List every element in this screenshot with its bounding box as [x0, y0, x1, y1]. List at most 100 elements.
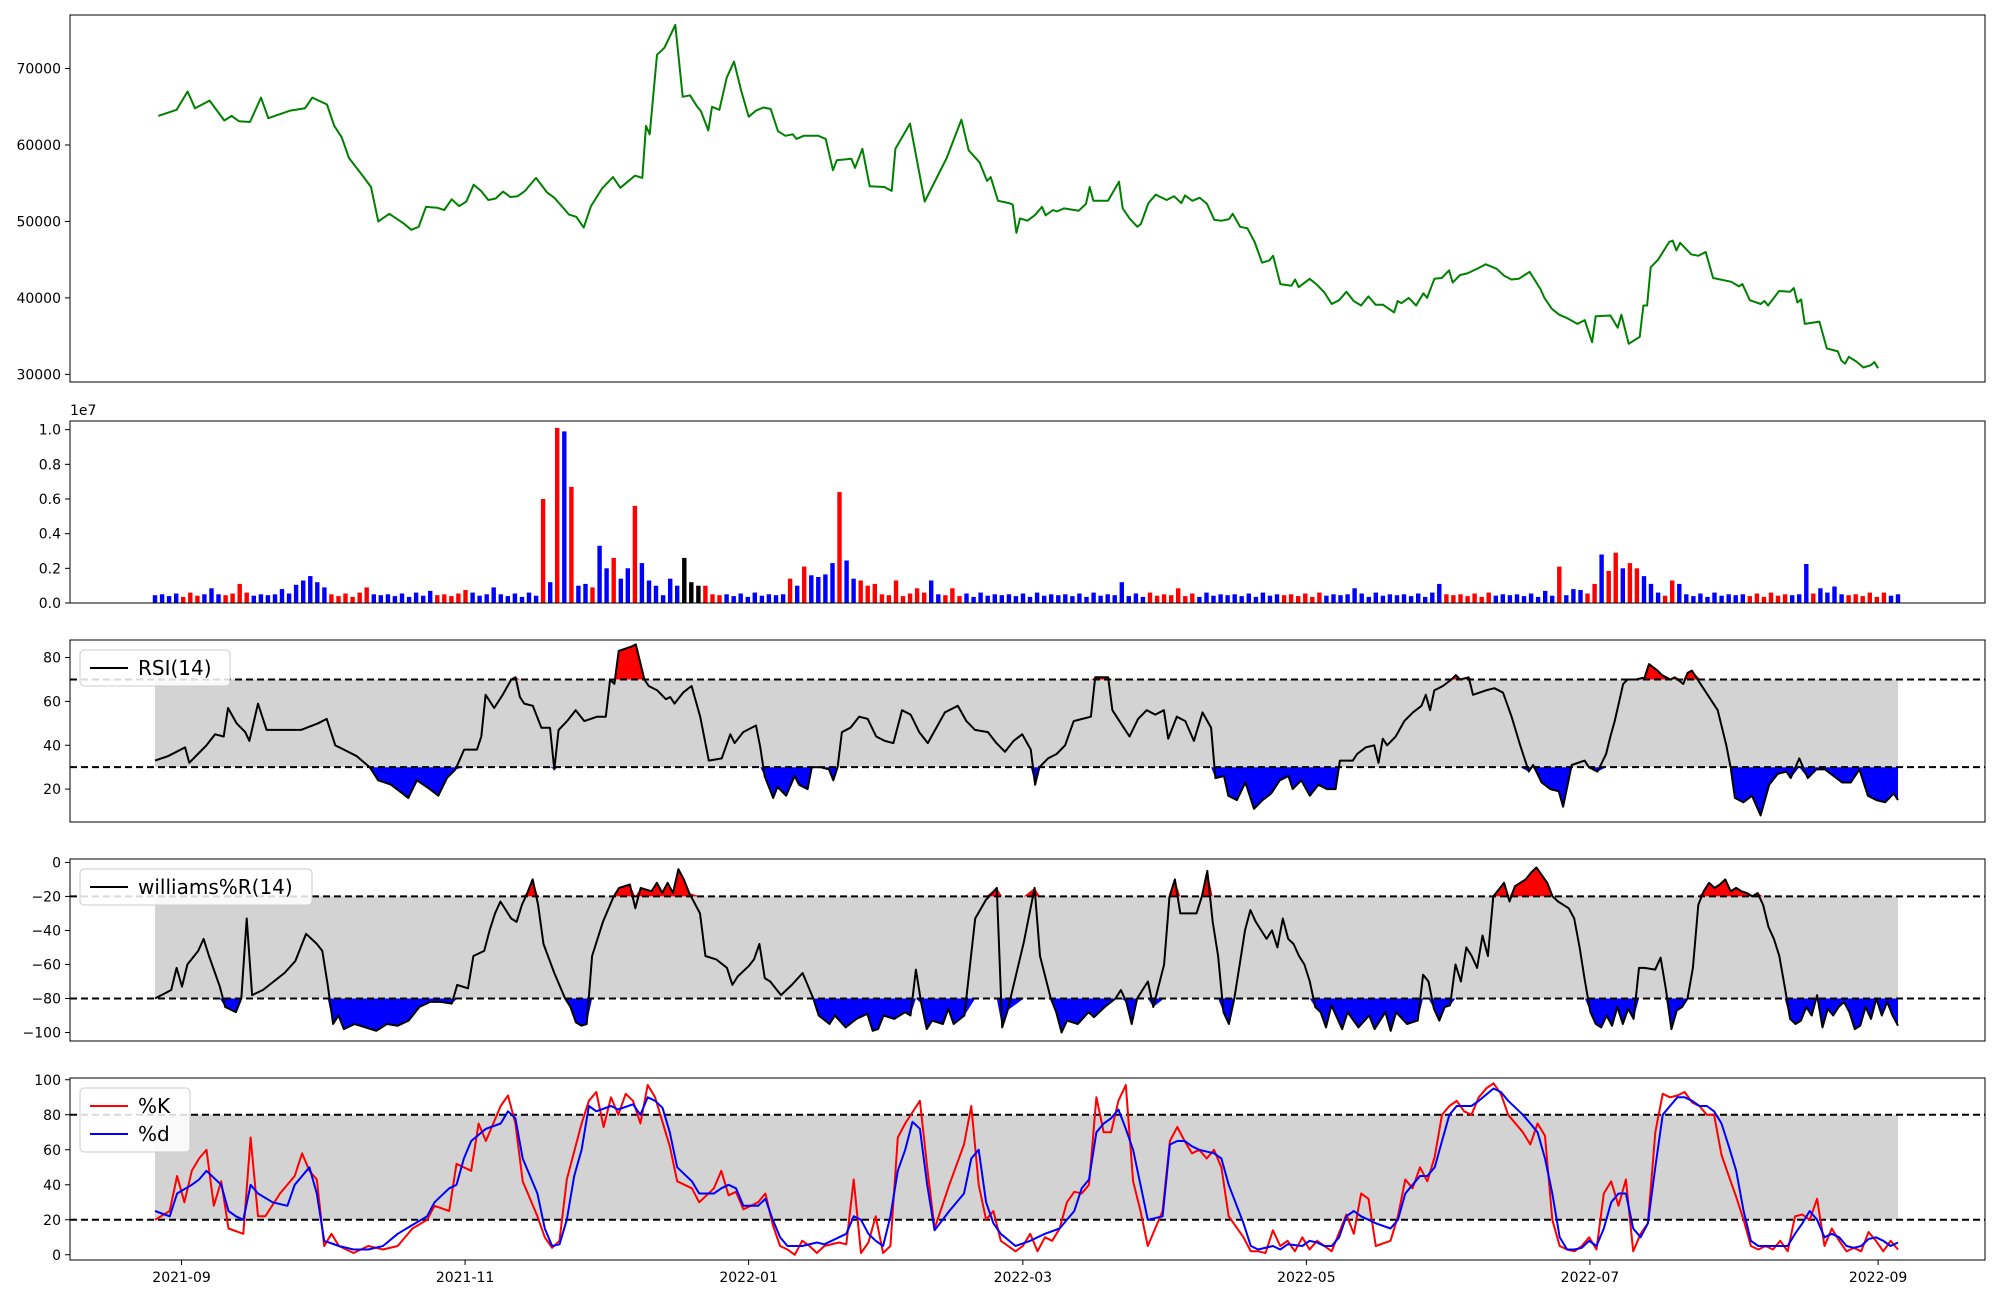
- williams-legend: [79, 868, 313, 906]
- volume-bar: [188, 592, 193, 603]
- volume-bar: [978, 592, 983, 603]
- williams-overbought-fill: [155, 867, 1898, 897]
- volume-bar: [399, 593, 405, 603]
- stochastic-ytick-label: 100: [34, 1073, 61, 1089]
- volume-bar: [837, 492, 842, 603]
- volume-bar: [364, 587, 369, 603]
- volume-bar: [1204, 592, 1209, 603]
- volume-bar: [1352, 588, 1357, 603]
- volume-bar: [1493, 595, 1498, 603]
- volume-bar: [985, 595, 990, 603]
- williams-ytick-label: 0: [52, 855, 61, 871]
- volume-bar: [759, 595, 765, 603]
- stochastic-panel: 0 20 40 60 80 100 %K %d: [34, 1073, 1986, 1264]
- volume-bar: [752, 592, 757, 603]
- volume-bar: [1288, 594, 1294, 603]
- volume-bar: [1620, 568, 1625, 603]
- volume-bar: [675, 585, 680, 603]
- volume-bar: [244, 592, 249, 603]
- volume-bar: [1013, 596, 1019, 603]
- volume-bar: [717, 595, 722, 603]
- x-tick-label: 2022-09: [1849, 1270, 1908, 1286]
- volume-bar: [653, 585, 659, 603]
- volume-bar: [1070, 596, 1075, 603]
- volume-bar: [392, 596, 398, 603]
- volume-bar: [1606, 570, 1611, 603]
- williams-legend-label: williams%R(14): [138, 875, 293, 899]
- volume-bar: [293, 584, 299, 603]
- stochastic-band: [155, 1114, 1898, 1220]
- volume-bar: [470, 592, 475, 603]
- stochastic-legend: [79, 1087, 191, 1153]
- volume-bar: [696, 585, 701, 603]
- volume-bar: [152, 595, 158, 603]
- stochastic-ytick-label: 20: [43, 1213, 61, 1229]
- volume-bar: [1281, 595, 1287, 603]
- volume-bar: [1585, 593, 1590, 603]
- volume-bar: [1126, 596, 1131, 603]
- volume-bar: [463, 590, 468, 603]
- volume-bar: [1514, 594, 1520, 603]
- volume-bar: [632, 505, 638, 603]
- volume-bar: [929, 580, 934, 603]
- volume-bar: [1338, 595, 1343, 603]
- volume-offset-label: 1e7: [70, 403, 96, 419]
- volume-bar: [1634, 568, 1640, 603]
- volume-bar: [668, 578, 673, 603]
- volume-bar: [1775, 595, 1781, 603]
- volume-ytick-label: 0.4: [39, 527, 61, 543]
- volume-bar: [1655, 592, 1661, 603]
- price-ytick-label: 40000: [16, 291, 61, 307]
- rsi-frame: [69, 639, 1986, 823]
- volume-bar: [1521, 596, 1527, 603]
- volume-bar: [936, 594, 941, 603]
- volume-bar: [1500, 594, 1505, 603]
- volume-bar: [710, 594, 715, 603]
- volume-bar: [1578, 590, 1583, 603]
- volume-bar: [1437, 583, 1442, 603]
- price-ytick-label: 70000: [16, 62, 61, 78]
- volume-bar: [809, 575, 814, 603]
- volume-bar: [907, 593, 913, 603]
- volume-bar: [555, 427, 560, 603]
- volume-bar: [1627, 563, 1633, 603]
- volume-bar: [646, 580, 652, 603]
- volume-bar: [1345, 594, 1350, 603]
- volume-bar: [625, 568, 630, 603]
- price-ytick-label: 30000: [16, 367, 61, 383]
- williams-ytick-label: −100: [23, 1025, 61, 1041]
- volume-bar: [590, 587, 595, 603]
- volume-bar: [1670, 580, 1675, 603]
- rsi-legend-label: RSI(14): [138, 656, 212, 680]
- rsi-ytick-label: 60: [43, 694, 61, 710]
- volume-bar: [886, 595, 892, 603]
- volume-bar: [618, 578, 623, 603]
- volume-bar: [322, 587, 327, 603]
- volume-bar: [1034, 592, 1040, 603]
- volume-bar: [1825, 592, 1830, 603]
- volume-bar: [1020, 593, 1026, 603]
- volume-bar: [795, 585, 800, 603]
- volume-bar: [731, 596, 736, 603]
- volume-bar: [1176, 588, 1181, 603]
- volume-bar: [1084, 596, 1089, 603]
- volume-bar: [343, 593, 348, 603]
- volume-bar: [533, 595, 539, 603]
- volume-bar: [1260, 592, 1266, 603]
- x-tick-label: 2021-09: [152, 1270, 211, 1286]
- volume-bar: [1853, 594, 1858, 603]
- volume-bar: [1303, 593, 1308, 603]
- rsi-line-0: [154, 643, 1899, 817]
- rsi-legend: [79, 649, 231, 687]
- x-tick-label: 2022-03: [994, 1270, 1053, 1286]
- volume-bar: [682, 557, 687, 603]
- volume-bar: [738, 593, 743, 603]
- rsi-panel: 20 40 60 80 RSI(14): [43, 639, 1986, 823]
- volume-bar: [1253, 596, 1259, 603]
- volume-bar: [1571, 589, 1576, 603]
- volume-bar: [1733, 595, 1738, 603]
- williams-band: [155, 896, 1898, 999]
- volume-bar: [1133, 593, 1139, 603]
- volume-bar: [1550, 595, 1555, 603]
- volume-bar: [166, 596, 172, 603]
